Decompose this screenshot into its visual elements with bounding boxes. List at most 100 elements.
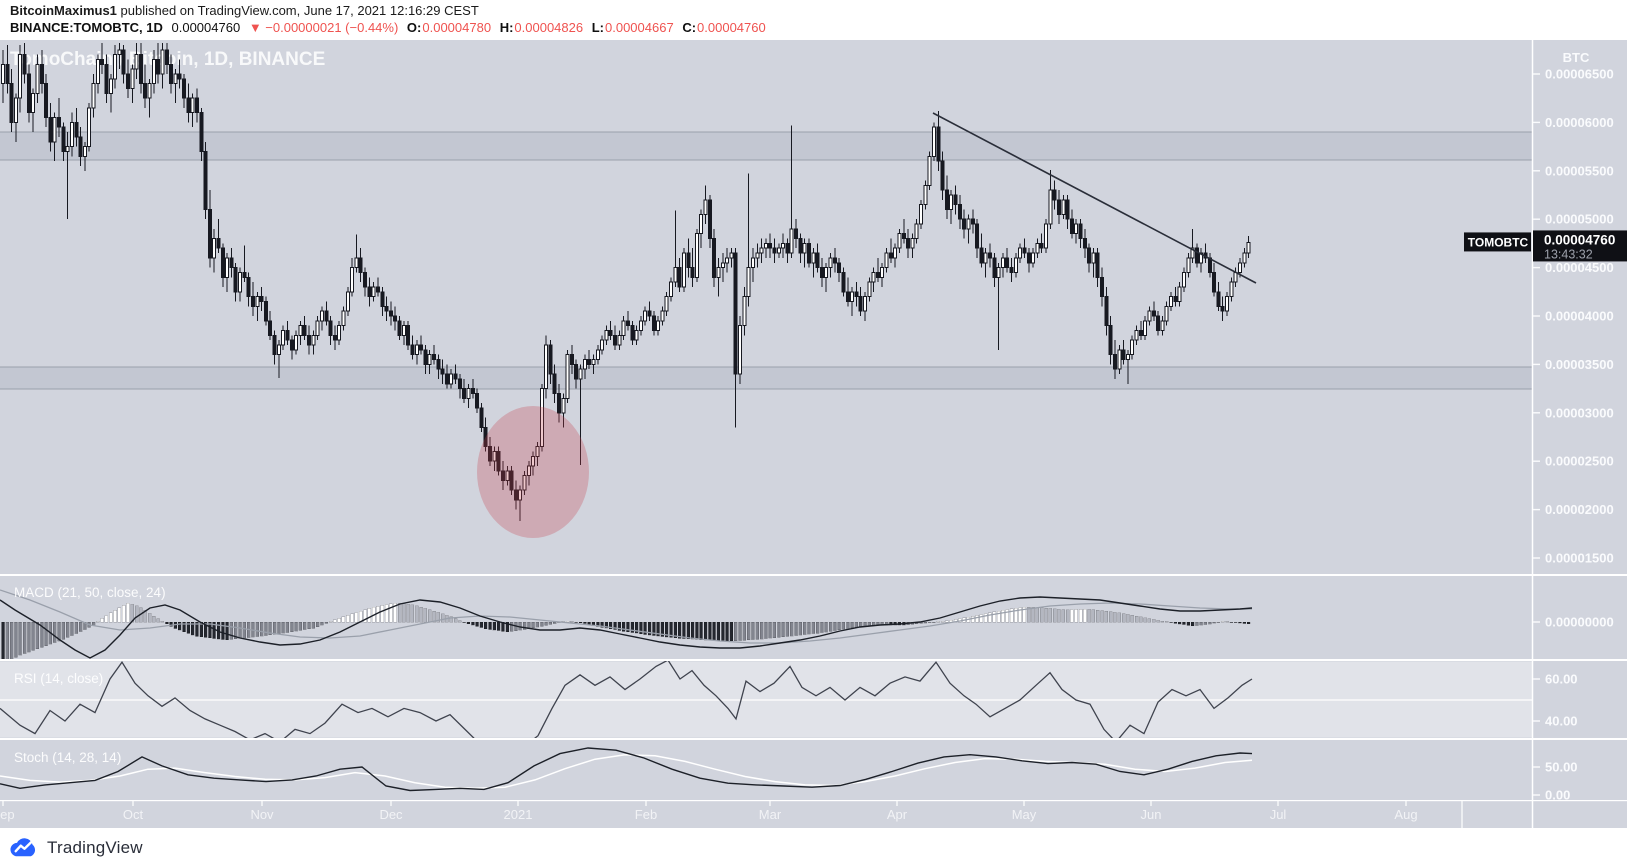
candle xyxy=(1173,296,1178,302)
macd-bar xyxy=(1152,619,1156,623)
candle xyxy=(569,354,574,365)
price-axis-unit-label: BTC xyxy=(1563,50,1590,65)
macd-bar xyxy=(686,621,690,640)
candle xyxy=(100,58,105,65)
candle xyxy=(548,344,553,375)
macd-bar xyxy=(600,621,604,628)
macd-bar xyxy=(1164,621,1169,623)
candle xyxy=(436,359,441,370)
macd-bar xyxy=(1087,609,1091,623)
low-label: L: xyxy=(591,20,604,35)
candle xyxy=(518,489,523,501)
macd-bar xyxy=(121,605,126,623)
macd-bar xyxy=(850,621,854,629)
candle xyxy=(194,97,199,114)
macd-bar xyxy=(290,621,294,633)
candle xyxy=(233,267,238,293)
macd-bar xyxy=(936,621,940,623)
candle xyxy=(677,267,682,288)
macd-bar xyxy=(44,621,48,646)
macd-bar xyxy=(1229,621,1234,623)
candle xyxy=(414,344,419,356)
candle xyxy=(423,349,428,365)
macd-bar xyxy=(1083,608,1087,623)
candle xyxy=(18,54,23,99)
macd-bar xyxy=(1040,607,1044,623)
candle xyxy=(1100,276,1105,298)
candle xyxy=(388,310,393,317)
tradingview-wordmark[interactable]: TradingView xyxy=(47,837,143,857)
macd-bar xyxy=(992,611,996,623)
candle xyxy=(453,373,458,380)
time-axis-label: Oct xyxy=(123,807,144,822)
last-price-box xyxy=(1533,230,1627,262)
candle xyxy=(1134,330,1139,341)
candle xyxy=(819,267,824,278)
macd-bar xyxy=(613,621,617,630)
candle xyxy=(1186,257,1191,273)
candle xyxy=(13,97,18,123)
macd-bar xyxy=(311,621,316,629)
price-axis[interactable]: BTC 0.00006500 0.00006000 0.00005500 0.00005… xyxy=(1531,40,1614,828)
bar-countdown: 13:43:32 xyxy=(1544,247,1593,261)
panel-separator xyxy=(0,800,1627,802)
macd-bar xyxy=(479,621,484,628)
macd-bar xyxy=(552,621,557,624)
macd-bar xyxy=(1113,612,1117,623)
candle xyxy=(341,310,346,327)
rsi-axis-label: 60.00 xyxy=(1545,672,1578,687)
candle xyxy=(875,271,880,278)
candle xyxy=(630,325,635,341)
candle xyxy=(789,228,794,254)
macd-bar xyxy=(734,621,738,642)
candle xyxy=(1225,296,1230,312)
macd-bar xyxy=(307,621,311,630)
candle xyxy=(781,242,786,249)
candle xyxy=(647,310,652,317)
candle xyxy=(716,267,721,278)
time-axis-label: Jul xyxy=(1270,807,1287,822)
candle xyxy=(220,247,225,278)
candle xyxy=(276,344,281,356)
candle xyxy=(863,296,867,312)
macd-bar xyxy=(22,621,27,654)
macd-bar xyxy=(1203,621,1208,625)
resistance-zone[interactable] xyxy=(0,131,1532,161)
candle xyxy=(397,320,402,336)
support-zone[interactable] xyxy=(0,366,1532,390)
candle xyxy=(1,63,5,85)
tradingview-logo[interactable] xyxy=(9,836,39,860)
last-price-value: 0.00004760 xyxy=(1544,232,1615,247)
macd-bar xyxy=(190,621,195,636)
candle xyxy=(669,281,674,298)
macd-bar xyxy=(203,621,208,638)
macd-bar xyxy=(14,621,18,658)
candle xyxy=(358,257,363,273)
candle xyxy=(479,407,484,428)
candle xyxy=(375,286,380,293)
candle xyxy=(552,373,557,394)
macd-bar xyxy=(820,621,824,633)
candle xyxy=(949,194,954,211)
low-value: 0.00004667 xyxy=(605,20,674,35)
macd-bar xyxy=(1147,618,1152,623)
macd-bar xyxy=(104,615,109,623)
candle xyxy=(1022,247,1027,254)
candle xyxy=(992,257,997,278)
macd-bar xyxy=(630,621,634,633)
highlight-ellipse[interactable] xyxy=(477,406,589,538)
time-axis[interactable]: Sep Oct Nov Dec 2021 Feb Mar Apr May Jun Jul Aug xyxy=(0,801,1463,828)
descending-trendline[interactable] xyxy=(932,112,1257,284)
candle xyxy=(432,354,436,361)
macd-bar xyxy=(858,621,863,627)
candle xyxy=(837,262,842,273)
candle xyxy=(444,373,449,385)
price-axis-label: 0.00004000 xyxy=(1545,309,1614,324)
candle xyxy=(561,397,566,414)
candle xyxy=(449,373,454,385)
macd-bar xyxy=(811,621,815,634)
published-text: published on TradingView.com, June 17, 2… xyxy=(116,3,479,18)
candle xyxy=(656,320,661,332)
candle xyxy=(544,344,549,390)
macd-bar xyxy=(609,621,613,630)
